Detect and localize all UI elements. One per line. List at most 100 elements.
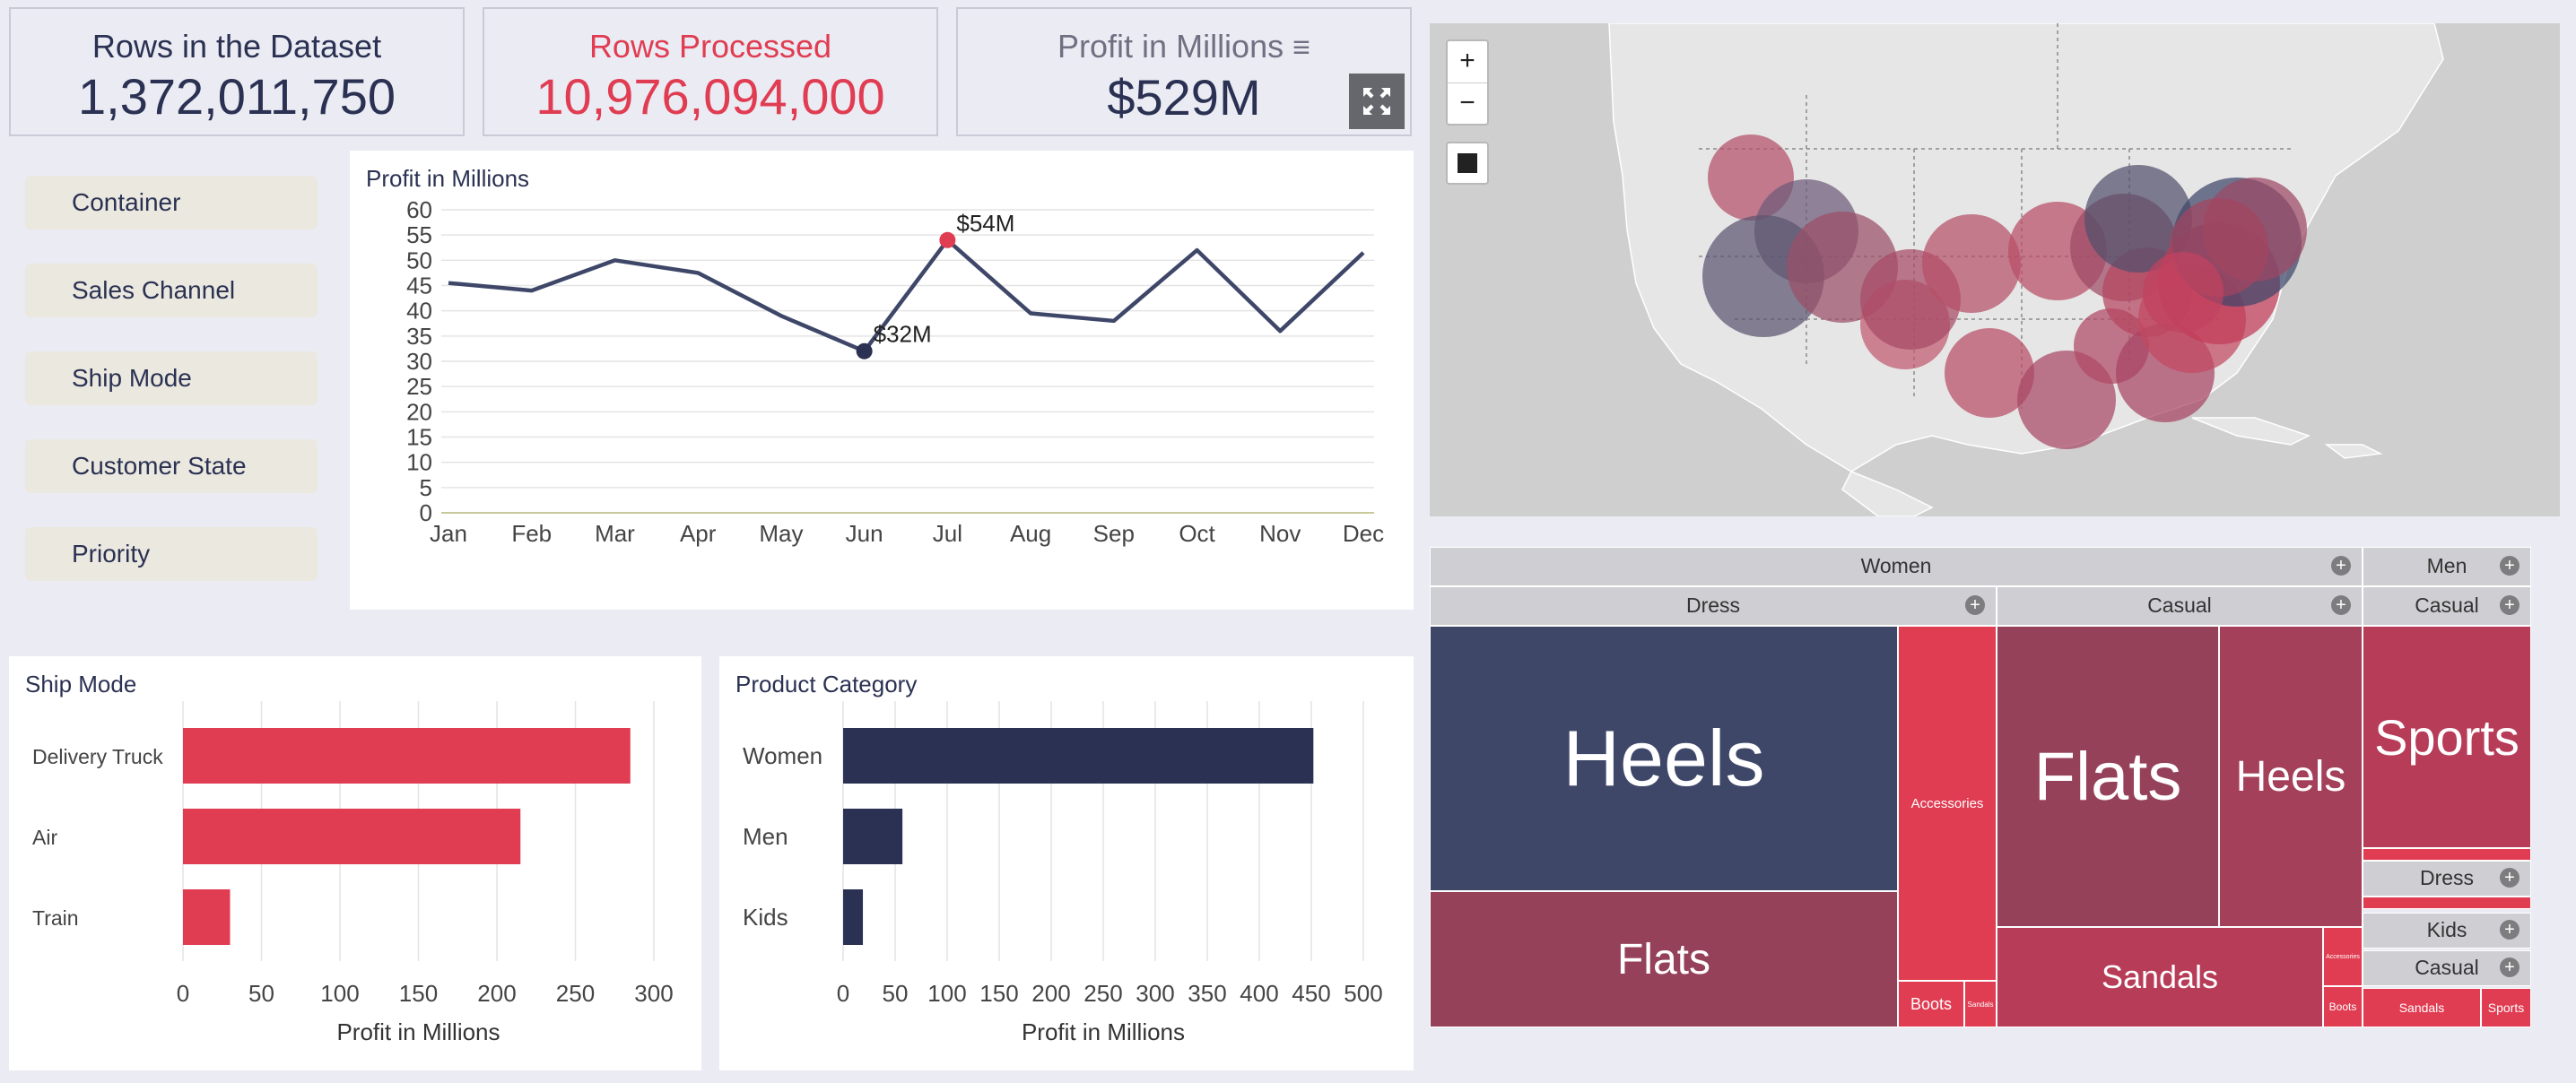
x-tick-label: Feb [511,520,552,547]
bubble-map[interactable]: + − [1430,23,2560,516]
x-tick-label: 350 [1188,980,1226,1007]
zoom-in-button[interactable]: + [1459,46,1475,75]
treemap-header-men-dress[interactable]: Dress + [2363,861,2531,897]
plus-icon[interactable]: + [2500,957,2519,977]
plus-icon[interactable]: + [2331,556,2351,576]
y-tick-label: 5 [420,474,432,501]
treemap-cell-heels[interactable]: Heels [1430,626,1898,891]
chart-title: Profit in Millions [366,165,530,192]
x-tick-label: 300 [634,980,673,1007]
select-area-button[interactable] [1446,142,1489,185]
treemap-header-label: Dress [1685,593,1741,617]
series-line [448,238,1365,353]
treemap-cell-flats[interactable]: Flats [1430,891,1898,1027]
ship-mode-panel: Ship Mode 0 50 100 150 200 250 300 Delivery Tru… [9,656,701,1070]
treemap-cell-sports[interactable]: Sports [2363,626,2531,848]
x-tick-label: Oct [1179,520,1215,547]
kpi-value: $529M [1107,69,1261,126]
product-category-chart: 0 50 100 150 200 250 300 350 400 450 500 Women Men Ki… [743,701,1383,1045]
x-tick-label: 200 [477,980,516,1007]
treemap-cell-sports[interactable]: Sports [2481,988,2531,1027]
x-tick-label: Nov [1259,520,1301,547]
map-bubble [1922,214,2021,313]
treemap-header-label: Kids [2426,918,2467,941]
x-tick-label: Dec [1343,520,1384,547]
y-tick-label: 30 [406,348,432,375]
treemap-cell-heels[interactable]: Heels [2219,626,2363,927]
treemap-header-women-dress[interactable]: Dress + [1430,586,1997,626]
chart-title: Product Category [735,671,918,697]
treemap-cell-sandals[interactable]: Sandals [2363,988,2481,1027]
map-canvas [1608,23,2444,516]
filter-sales-channel[interactable]: Sales Channel [25,264,318,317]
plus-icon[interactable]: + [2500,556,2519,576]
treemap-header-label: Casual [2415,593,2479,617]
filter-ship-mode[interactable]: Ship Mode [25,351,318,405]
treemap-header-kids[interactable]: Kids + [2363,913,2531,949]
x-tick-label: 250 [556,980,595,1007]
filter-priority[interactable]: Priority [25,527,318,581]
kpi-profit: Profit in Millions ≡ $529M [956,7,1412,136]
bar [183,889,231,945]
treemap-header-label: Dress [2419,866,2475,889]
ship-mode-chart: 0 50 100 150 200 250 300 Delivery Truck Air Train… [32,701,674,1045]
y-tick-label: 55 [406,221,432,248]
treemap-cell-accessories[interactable]: Accessories [2323,927,2363,986]
treemap-cell-small[interactable] [2363,848,2531,861]
treemap-header-label: Casual [2147,593,2212,617]
plus-icon[interactable]: + [2500,920,2519,940]
menu-icon[interactable]: ≡ [1292,30,1310,65]
treemap-header-kids-casual[interactable]: Casual + [2363,950,2531,986]
treemap: Women + Men + Dress + Casual + Casual + … [1430,547,2563,1027]
plus-icon[interactable]: + [2500,595,2519,615]
treemap-cell-flats[interactable]: Flats [1997,626,2219,927]
max-point [939,231,956,248]
y-tick-label: 0 [420,499,432,526]
bar [843,889,864,945]
filter-container[interactable]: Container [25,176,318,230]
category-label: Women [743,742,822,769]
map-bubble [1945,328,2034,418]
treemap-cell-accessories[interactable]: Accessories [1898,626,1997,981]
category-label: Kids [743,904,788,931]
x-tick-label: 50 [883,980,909,1007]
x-tick-label: 300 [1136,980,1174,1007]
plus-icon[interactable]: + [2500,868,2519,888]
filter-customer-state[interactable]: Customer State [25,439,318,493]
treemap-header-men[interactable]: Men + [2363,547,2531,586]
x-tick-label: Apr [680,520,717,547]
x-tick-label: 100 [320,980,359,1007]
zoom-controls: + − [1446,39,1489,126]
treemap-header-men-casual[interactable]: Casual + [2363,586,2531,626]
expand-icon[interactable] [1349,74,1405,129]
x-tick-label: 0 [177,980,189,1007]
product-category-panel: Product Category 0 50 100 150 200 250 300 350 40… [719,656,1414,1070]
max-annotation: $54M [956,210,1014,237]
x-tick-label: Jan [430,520,467,547]
x-tick-label: 100 [927,980,966,1007]
min-annotation: $32M [874,321,932,348]
treemap-cell-sandals[interactable]: Sandals [1964,981,1997,1027]
treemap-cell-small[interactable] [2363,897,2531,909]
treemap-cell-sandals[interactable]: Sandals [1997,927,2323,1027]
x-tick-label: 500 [1344,980,1382,1007]
x-tick-label: 50 [248,980,274,1007]
plus-icon[interactable]: + [2331,595,2351,615]
y-tick-label: 25 [406,373,432,400]
treemap-header-women[interactable]: Women + [1430,547,2363,586]
treemap-cell-boots[interactable]: Boots [1898,981,1964,1027]
x-tick-label: 150 [399,980,438,1007]
kpi-label: Rows in the Dataset [91,28,382,65]
kpi-value: 10,976,094,000 [535,68,885,125]
treemap-header-label: Casual [2415,956,2479,979]
y-tick-label: 50 [406,247,432,273]
zoom-out-button[interactable]: − [1448,82,1487,124]
bar [843,728,1314,784]
treemap-header-women-casual[interactable]: Casual + [1997,586,2363,626]
bar [843,809,903,864]
x-tick-label: 250 [1083,980,1122,1007]
plus-icon[interactable]: + [1965,595,1985,615]
square-icon [1458,153,1477,173]
treemap-cell-boots[interactable]: Boots [2323,986,2363,1027]
